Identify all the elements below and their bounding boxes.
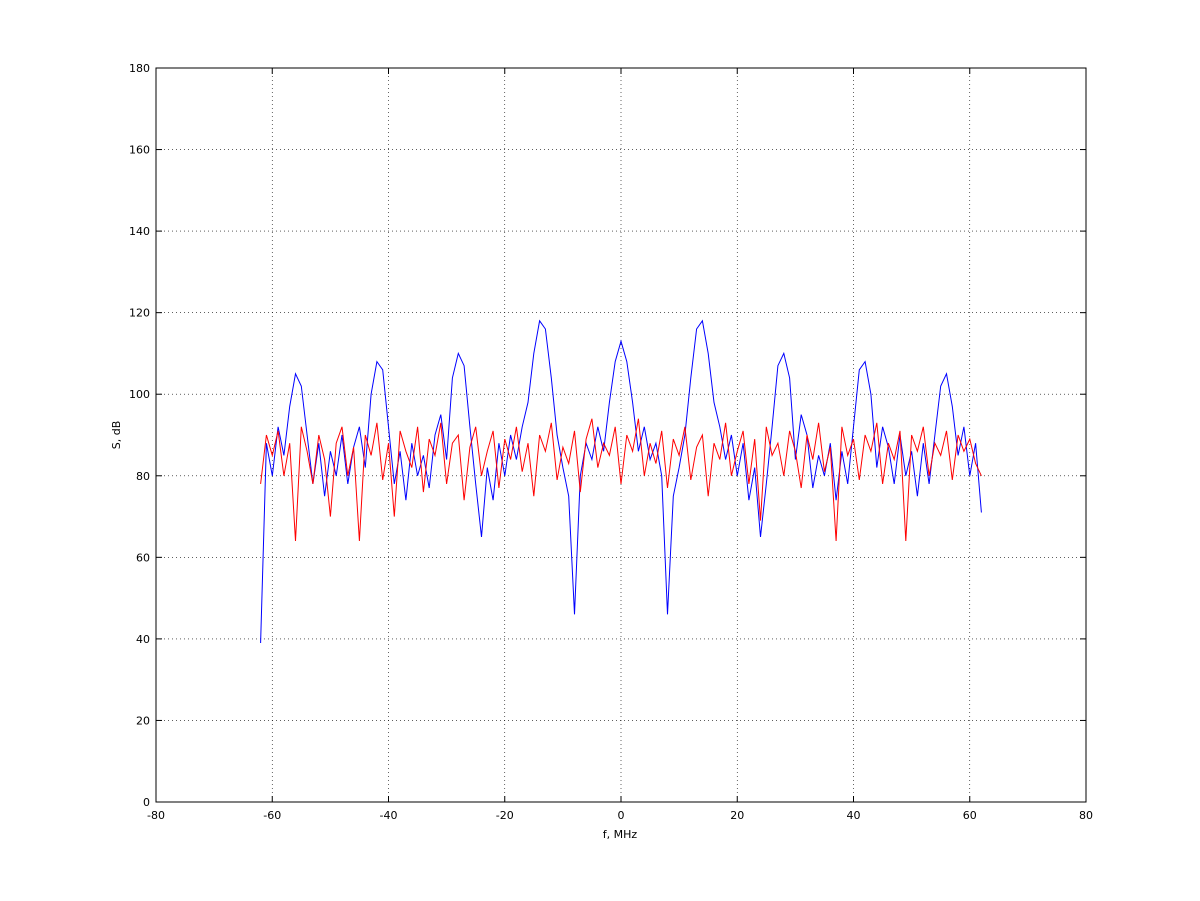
y-tick-label: 60 (136, 551, 150, 564)
x-axis-label: f, MHz (603, 828, 638, 841)
x-tick-label: 60 (963, 809, 977, 822)
x-tick-label: -60 (263, 809, 281, 822)
data-line (260, 319, 982, 644)
y-tick-label: 40 (136, 633, 150, 646)
y-tick-label: 100 (129, 388, 150, 401)
y-tick-label: 120 (129, 307, 150, 320)
x-tick-label: -80 (147, 809, 165, 822)
x-tick-label: 40 (847, 809, 861, 822)
plot-area (260, 319, 982, 644)
y-tick-label: 20 (136, 714, 150, 727)
ticks: -80 -60 -40 -20 0 20 40 60 80 0 20 40 60 80 100 120 140 1… (129, 62, 1093, 822)
y-tick-label: 140 (129, 225, 150, 238)
y-tick-label: 80 (136, 470, 150, 483)
x-tick-label: 80 (1079, 809, 1093, 822)
x-tick-label: 20 (730, 809, 744, 822)
y-tick-label: 160 (129, 144, 150, 157)
x-tick-label: -20 (496, 809, 514, 822)
x-tick-label: 0 (618, 809, 625, 822)
y-tick-label: 180 (129, 62, 150, 75)
y-axis-label: S, dB (110, 421, 123, 450)
x-tick-label: -40 (380, 809, 398, 822)
y-tick-label: 0 (143, 796, 150, 809)
data-line (260, 418, 982, 542)
